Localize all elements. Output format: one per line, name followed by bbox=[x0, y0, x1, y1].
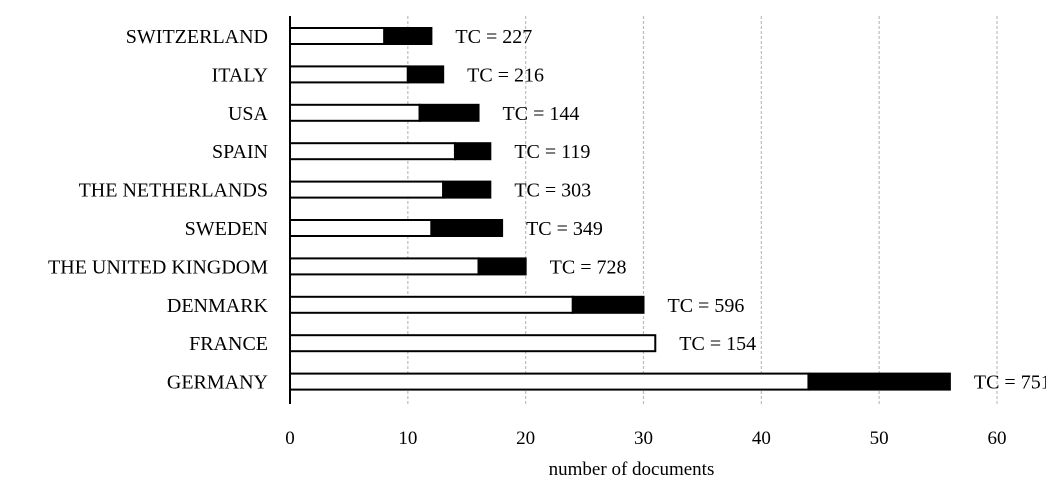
tc-label: TC = 154 bbox=[679, 333, 756, 355]
x-tick-label: 30 bbox=[634, 428, 653, 449]
bar-segment-white bbox=[289, 257, 480, 276]
x-tick-label: 60 bbox=[988, 428, 1007, 449]
bars bbox=[289, 27, 951, 391]
bar-segment-black bbox=[430, 219, 504, 237]
bar-segment-white bbox=[289, 103, 421, 122]
bar-segment-black bbox=[383, 27, 433, 45]
bar-segment-white bbox=[289, 219, 433, 237]
tc-label: TC = 751 bbox=[974, 372, 1046, 394]
x-tick-labels: 0 10 20 30 40 50 60 bbox=[285, 428, 1006, 449]
bar-segment-white bbox=[289, 180, 445, 199]
bar-segment-black bbox=[807, 372, 951, 391]
tc-label: TC = 349 bbox=[526, 218, 603, 240]
bar-segment-white bbox=[289, 372, 810, 391]
bar-segment-black bbox=[442, 180, 492, 199]
x-tick-label: 50 bbox=[870, 428, 889, 449]
tc-label: TC = 596 bbox=[668, 295, 745, 317]
tc-label: TC = 119 bbox=[514, 141, 590, 163]
category-label: SPAIN bbox=[212, 141, 268, 163]
category-label: USA bbox=[228, 103, 269, 125]
category-labels: SWITZERLAND ITALY USA SPAIN THE NETHERLANDS S… bbox=[48, 26, 269, 394]
bar-segment-white bbox=[289, 27, 386, 45]
bar-segment-white bbox=[289, 295, 574, 314]
bar-segment-white bbox=[289, 65, 409, 84]
bar-segment-white bbox=[289, 334, 657, 353]
x-tick-label: 20 bbox=[516, 428, 535, 449]
category-label: GERMANY bbox=[167, 372, 268, 394]
tc-label: TC = 728 bbox=[550, 256, 627, 278]
x-axis-title: number of documents bbox=[549, 459, 715, 480]
x-tick-label: 0 bbox=[285, 428, 295, 449]
tc-label: TC = 303 bbox=[514, 180, 591, 202]
category-label: THE UNITED KINGDOM bbox=[48, 256, 268, 278]
category-label: SWEDEN bbox=[185, 218, 268, 240]
bar-segment-white bbox=[289, 142, 456, 161]
x-tick-label: 10 bbox=[398, 428, 417, 449]
x-tick-label: 40 bbox=[752, 428, 771, 449]
category-label: FRANCE bbox=[189, 333, 268, 355]
bar-segment-black bbox=[477, 257, 527, 276]
tc-annotations: TC = 227 TC = 216 TC = 144 TC = 119 TC = 303… bbox=[455, 26, 1046, 394]
bar-segment-black bbox=[571, 295, 645, 314]
category-label: ITALY bbox=[212, 64, 268, 86]
bar-segment-black bbox=[406, 65, 445, 84]
tc-label: TC = 144 bbox=[503, 103, 580, 125]
bar-segment-black bbox=[418, 103, 480, 122]
category-label: DENMARK bbox=[167, 295, 269, 317]
category-label: THE NETHERLANDS bbox=[79, 180, 268, 202]
category-label: SWITZERLAND bbox=[126, 26, 268, 48]
bar-segment-black bbox=[453, 142, 492, 161]
tc-label: TC = 216 bbox=[467, 64, 544, 86]
tc-label: TC = 227 bbox=[455, 26, 532, 48]
